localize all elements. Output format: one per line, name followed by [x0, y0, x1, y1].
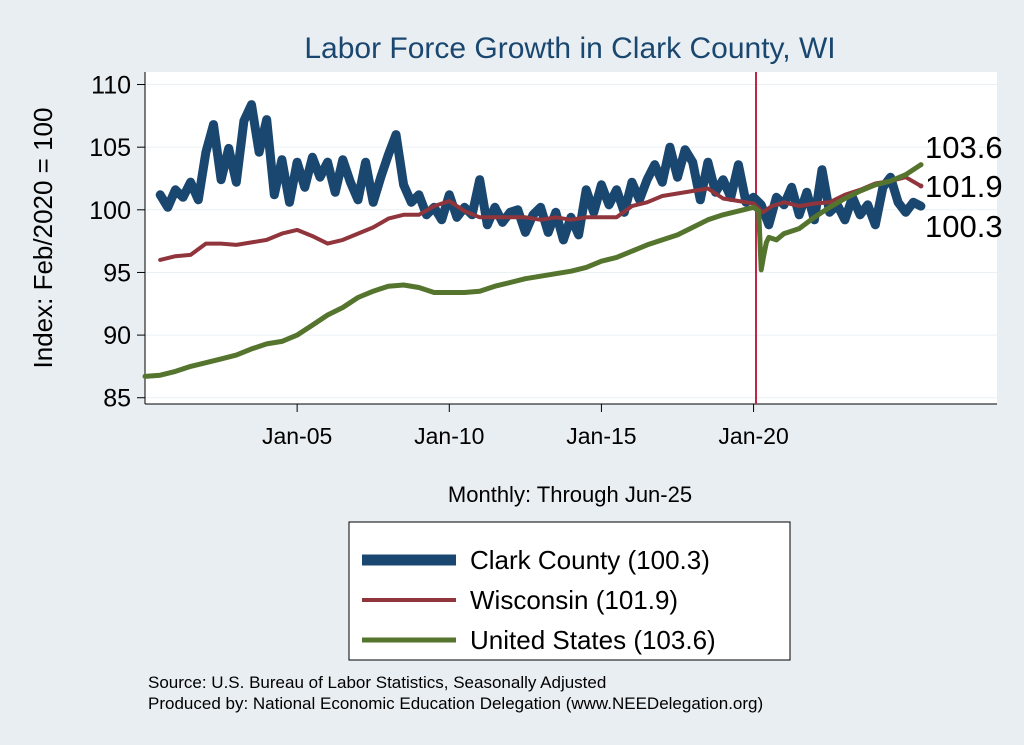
- legend: Clark County (100.3) Wisconsin (101.9) Uni…: [348, 521, 791, 661]
- x-axis: Jan-05 Jan-10 Jan-15 Jan-20: [145, 403, 997, 449]
- y-tick-label: 105: [89, 134, 131, 162]
- series-lines: [142, 100, 926, 379]
- series-end-point-wisconsin: [918, 183, 924, 189]
- producer-note: Produced by: National Economic Education…: [148, 694, 763, 713]
- x-tick-label: Jan-20: [718, 423, 788, 449]
- series-line-clark-county: [155, 100, 926, 245]
- y-tick-label: 110: [91, 72, 131, 100]
- y-tick-label: 95: [103, 259, 131, 287]
- x-tick-label: Jan-15: [566, 423, 636, 449]
- series-end-point-clark-county: [918, 203, 924, 209]
- legend-label-wisconsin: Wisconsin (101.9): [470, 585, 678, 615]
- y-tick-label: 85: [103, 385, 131, 413]
- end-label-wisconsin: 101.9: [925, 169, 1003, 204]
- series-line-wisconsin: [158, 175, 923, 262]
- plot-area: [145, 72, 997, 404]
- y-tick-label: 100: [89, 197, 131, 225]
- x-axis-title: Monthly: Through Jun-25: [448, 482, 692, 507]
- legend-box: [348, 521, 791, 661]
- series-line-united-states: [142, 162, 924, 379]
- legend-label-united-states: United States (103.6): [470, 625, 716, 655]
- end-labels: 103.6 101.9 100.3: [925, 130, 1003, 244]
- x-tick-label: Jan-05: [262, 423, 332, 449]
- end-label-united-states: 103.6: [925, 130, 1003, 165]
- y-tick-label: 90: [103, 322, 131, 350]
- y-axis: 85 90 95 100 105 110: [89, 72, 146, 413]
- chart-title: Labor Force Growth in Clark County, WI: [304, 32, 835, 65]
- x-tick-label: Jan-10: [414, 423, 484, 449]
- end-label-clark-county: 100.3: [925, 209, 1003, 244]
- source-note: Source: U.S. Bureau of Labor Statistics,…: [148, 673, 606, 692]
- legend-label-clark-county: Clark County (100.3): [470, 545, 710, 575]
- y-axis-title: Index: Feb/2020 = 100: [28, 108, 58, 369]
- series-end-point-united-states: [918, 162, 924, 168]
